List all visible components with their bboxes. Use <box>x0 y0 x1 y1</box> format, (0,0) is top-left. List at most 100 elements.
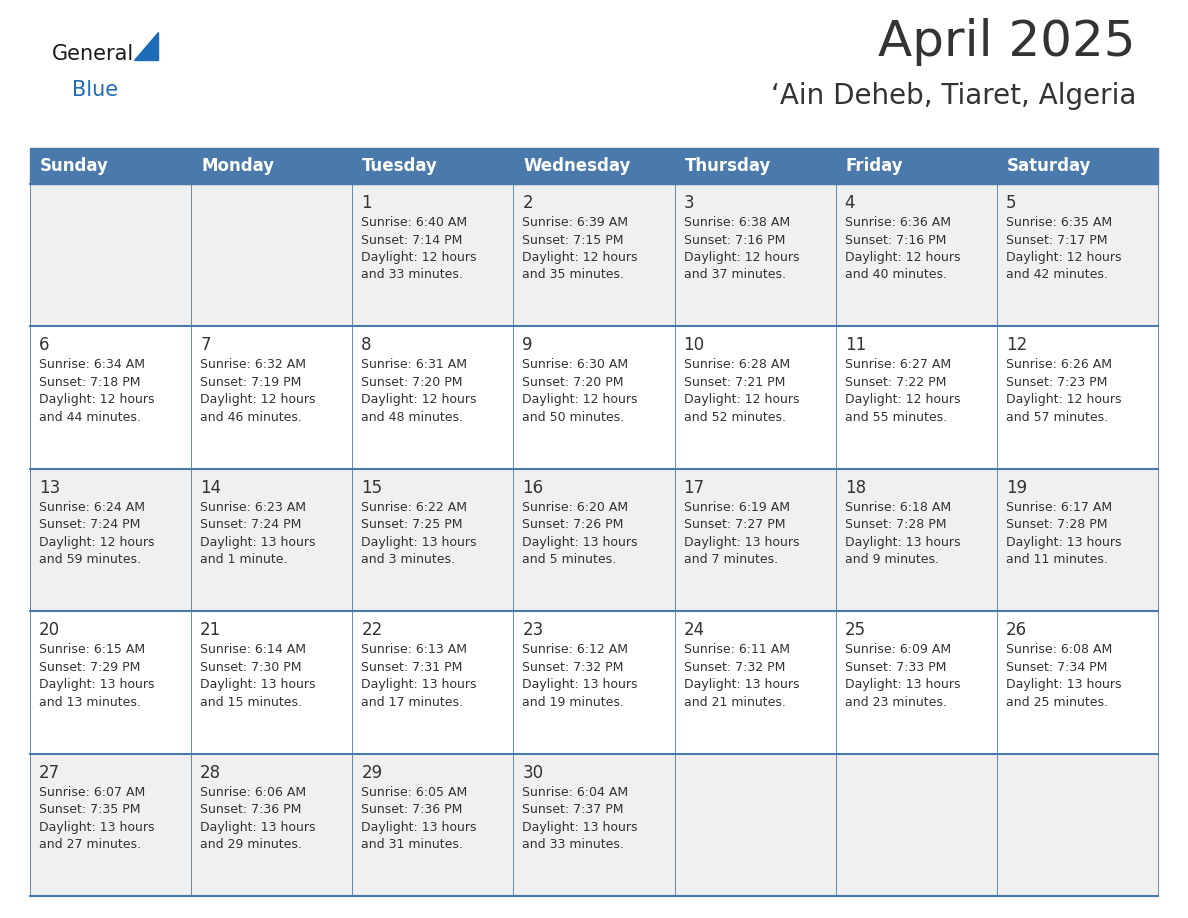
Bar <box>835 611 997 754</box>
Text: Sunrise: 6:23 AM: Sunrise: 6:23 AM <box>200 501 307 514</box>
Text: Sunrise: 6:12 AM: Sunrise: 6:12 AM <box>523 644 628 656</box>
Text: Sunrise: 6:31 AM: Sunrise: 6:31 AM <box>361 358 467 372</box>
Text: Sunset: 7:34 PM: Sunset: 7:34 PM <box>1006 661 1107 674</box>
Text: and 33 minutes.: and 33 minutes. <box>361 268 463 282</box>
Text: Daylight: 13 hours: Daylight: 13 hours <box>1006 678 1121 691</box>
Text: Sunrise: 6:06 AM: Sunrise: 6:06 AM <box>200 786 307 799</box>
Text: Tuesday: Tuesday <box>362 157 438 175</box>
Text: Sunset: 7:16 PM: Sunset: 7:16 PM <box>683 233 785 247</box>
Bar <box>513 148 675 184</box>
Text: Sunrise: 6:04 AM: Sunrise: 6:04 AM <box>523 786 628 799</box>
Text: Sunset: 7:21 PM: Sunset: 7:21 PM <box>683 375 785 389</box>
Text: Sunrise: 6:36 AM: Sunrise: 6:36 AM <box>845 216 950 229</box>
Text: 8: 8 <box>361 336 372 354</box>
Bar <box>30 327 191 469</box>
Text: Daylight: 13 hours: Daylight: 13 hours <box>683 678 800 691</box>
Bar <box>353 327 513 469</box>
Text: 19: 19 <box>1006 479 1026 497</box>
Text: Sunrise: 6:27 AM: Sunrise: 6:27 AM <box>845 358 950 372</box>
Bar <box>30 469 191 611</box>
Text: Sunset: 7:24 PM: Sunset: 7:24 PM <box>200 519 302 532</box>
Text: and 40 minutes.: and 40 minutes. <box>845 268 947 282</box>
Text: Daylight: 13 hours: Daylight: 13 hours <box>1006 536 1121 549</box>
Text: Sunrise: 6:13 AM: Sunrise: 6:13 AM <box>361 644 467 656</box>
Text: 1: 1 <box>361 194 372 212</box>
Text: Daylight: 12 hours: Daylight: 12 hours <box>845 251 960 264</box>
Text: and 59 minutes.: and 59 minutes. <box>39 554 141 566</box>
Text: Daylight: 12 hours: Daylight: 12 hours <box>1006 251 1121 264</box>
Text: Sunset: 7:29 PM: Sunset: 7:29 PM <box>39 661 140 674</box>
Bar <box>191 469 353 611</box>
Text: Sunset: 7:19 PM: Sunset: 7:19 PM <box>200 375 302 389</box>
Bar <box>191 754 353 896</box>
Text: Sunrise: 6:18 AM: Sunrise: 6:18 AM <box>845 501 950 514</box>
Text: Friday: Friday <box>846 157 903 175</box>
Bar <box>675 469 835 611</box>
Bar <box>191 184 353 327</box>
Text: and 29 minutes.: and 29 minutes. <box>200 838 302 851</box>
Text: Daylight: 13 hours: Daylight: 13 hours <box>200 821 316 834</box>
Text: Sunset: 7:20 PM: Sunset: 7:20 PM <box>523 375 624 389</box>
Text: Daylight: 13 hours: Daylight: 13 hours <box>523 536 638 549</box>
Text: Sunset: 7:27 PM: Sunset: 7:27 PM <box>683 519 785 532</box>
Text: Sunrise: 6:28 AM: Sunrise: 6:28 AM <box>683 358 790 372</box>
Text: and 27 minutes.: and 27 minutes. <box>39 838 141 851</box>
Bar <box>191 611 353 754</box>
Polygon shape <box>134 32 158 60</box>
Text: Wednesday: Wednesday <box>524 157 631 175</box>
Text: 23: 23 <box>523 621 544 639</box>
Text: 12: 12 <box>1006 336 1028 354</box>
Text: and 15 minutes.: and 15 minutes. <box>200 696 302 709</box>
Text: Sunrise: 6:17 AM: Sunrise: 6:17 AM <box>1006 501 1112 514</box>
Bar <box>835 184 997 327</box>
Bar <box>997 754 1158 896</box>
Bar <box>191 148 353 184</box>
Text: Daylight: 13 hours: Daylight: 13 hours <box>523 678 638 691</box>
Text: Daylight: 13 hours: Daylight: 13 hours <box>200 536 316 549</box>
Text: 18: 18 <box>845 479 866 497</box>
Text: General: General <box>52 44 134 64</box>
Text: Monday: Monday <box>201 157 274 175</box>
Bar <box>30 754 191 896</box>
Text: 17: 17 <box>683 479 704 497</box>
Bar <box>835 327 997 469</box>
Text: Sunrise: 6:32 AM: Sunrise: 6:32 AM <box>200 358 307 372</box>
Text: 29: 29 <box>361 764 383 781</box>
Text: Daylight: 13 hours: Daylight: 13 hours <box>845 536 960 549</box>
Text: Sunrise: 6:08 AM: Sunrise: 6:08 AM <box>1006 644 1112 656</box>
Text: Sunrise: 6:05 AM: Sunrise: 6:05 AM <box>361 786 468 799</box>
Bar <box>191 327 353 469</box>
Text: Sunset: 7:32 PM: Sunset: 7:32 PM <box>683 661 785 674</box>
Bar <box>997 184 1158 327</box>
Text: 26: 26 <box>1006 621 1026 639</box>
Text: and 21 minutes.: and 21 minutes. <box>683 696 785 709</box>
Text: Sunset: 7:20 PM: Sunset: 7:20 PM <box>361 375 463 389</box>
Bar <box>353 611 513 754</box>
Text: ‘Ain Deheb, Tiaret, Algeria: ‘Ain Deheb, Tiaret, Algeria <box>771 82 1136 110</box>
Text: Sunset: 7:31 PM: Sunset: 7:31 PM <box>361 661 462 674</box>
Text: and 33 minutes.: and 33 minutes. <box>523 838 625 851</box>
Text: and 25 minutes.: and 25 minutes. <box>1006 696 1108 709</box>
Text: 15: 15 <box>361 479 383 497</box>
Text: Sunrise: 6:26 AM: Sunrise: 6:26 AM <box>1006 358 1112 372</box>
Text: Sunset: 7:35 PM: Sunset: 7:35 PM <box>39 803 140 816</box>
Text: Sunset: 7:28 PM: Sunset: 7:28 PM <box>1006 519 1107 532</box>
Text: 22: 22 <box>361 621 383 639</box>
Text: Sunset: 7:36 PM: Sunset: 7:36 PM <box>200 803 302 816</box>
Text: 14: 14 <box>200 479 221 497</box>
Text: 5: 5 <box>1006 194 1017 212</box>
Text: 24: 24 <box>683 621 704 639</box>
Text: Daylight: 12 hours: Daylight: 12 hours <box>361 394 476 407</box>
Text: and 44 minutes.: and 44 minutes. <box>39 411 141 424</box>
Text: Sunset: 7:15 PM: Sunset: 7:15 PM <box>523 233 624 247</box>
Text: Sunset: 7:28 PM: Sunset: 7:28 PM <box>845 519 946 532</box>
Bar <box>513 469 675 611</box>
Text: Sunrise: 6:09 AM: Sunrise: 6:09 AM <box>845 644 950 656</box>
Text: and 17 minutes.: and 17 minutes. <box>361 696 463 709</box>
Text: Sunset: 7:14 PM: Sunset: 7:14 PM <box>361 233 462 247</box>
Text: Sunset: 7:16 PM: Sunset: 7:16 PM <box>845 233 946 247</box>
Text: 7: 7 <box>200 336 210 354</box>
Bar <box>675 611 835 754</box>
Text: and 37 minutes.: and 37 minutes. <box>683 268 785 282</box>
Text: Daylight: 12 hours: Daylight: 12 hours <box>200 394 316 407</box>
